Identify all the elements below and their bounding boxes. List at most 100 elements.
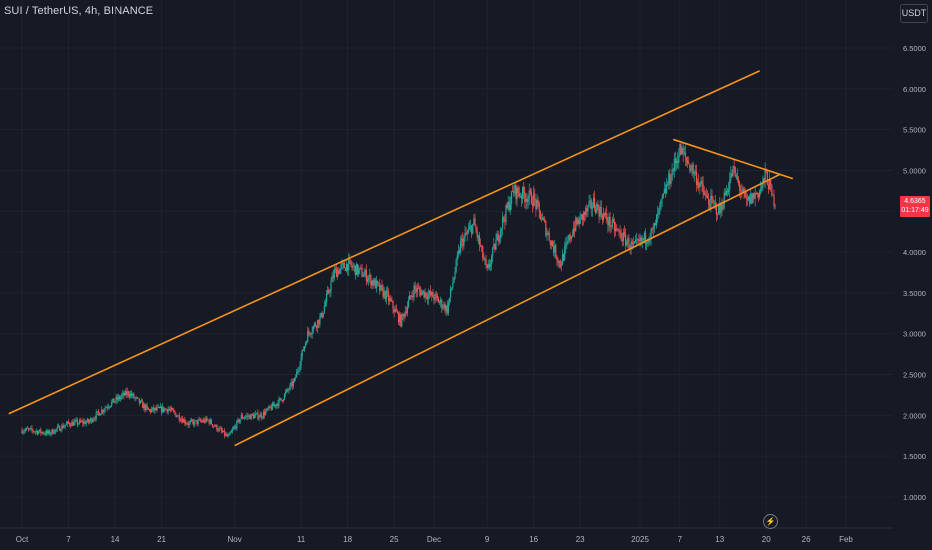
candle bbox=[687, 156, 689, 168]
candle bbox=[652, 222, 654, 238]
candle bbox=[221, 427, 224, 434]
candle bbox=[123, 391, 125, 400]
candle bbox=[103, 408, 105, 416]
candle bbox=[324, 298, 327, 307]
candle bbox=[453, 276, 455, 284]
candle bbox=[565, 237, 567, 254]
candle bbox=[275, 404, 277, 409]
candle bbox=[753, 192, 755, 200]
candle bbox=[156, 404, 158, 413]
candle bbox=[34, 430, 36, 435]
candle bbox=[190, 417, 193, 423]
candle bbox=[699, 182, 701, 195]
candle bbox=[440, 296, 442, 308]
candle bbox=[751, 192, 753, 205]
candle bbox=[209, 417, 211, 425]
candle bbox=[374, 277, 376, 289]
candle bbox=[128, 391, 131, 400]
candle bbox=[231, 426, 234, 434]
candle bbox=[416, 283, 418, 297]
candle bbox=[694, 164, 696, 176]
candle bbox=[257, 409, 259, 421]
candle bbox=[557, 257, 559, 268]
candle bbox=[772, 193, 774, 196]
candle bbox=[361, 263, 363, 278]
candle bbox=[251, 413, 253, 416]
candle bbox=[414, 281, 416, 295]
candle bbox=[197, 417, 199, 427]
candle bbox=[577, 216, 579, 226]
candle bbox=[77, 422, 80, 426]
candle bbox=[466, 229, 468, 241]
bar-countdown: 01:17:49 bbox=[901, 207, 929, 214]
candle bbox=[526, 193, 528, 210]
candle bbox=[575, 215, 577, 233]
price-axis[interactable]: 6.50006.00005.50005.00004.50004.00003.50… bbox=[903, 44, 926, 502]
candle bbox=[625, 228, 627, 251]
candle bbox=[106, 404, 108, 412]
candle bbox=[181, 415, 184, 424]
candle bbox=[122, 389, 124, 400]
candle bbox=[320, 312, 322, 319]
candle bbox=[705, 188, 708, 198]
candle bbox=[689, 163, 691, 174]
candle bbox=[194, 418, 196, 428]
candle bbox=[628, 233, 630, 249]
candle bbox=[495, 233, 497, 251]
candle bbox=[658, 207, 660, 219]
candle bbox=[81, 419, 83, 423]
trendline[interactable] bbox=[234, 173, 780, 447]
candle bbox=[463, 235, 465, 250]
candle bbox=[399, 311, 401, 326]
candle bbox=[673, 152, 675, 178]
candle bbox=[162, 403, 164, 414]
candle bbox=[654, 219, 657, 226]
candle bbox=[186, 421, 188, 425]
trendlines[interactable] bbox=[8, 70, 794, 447]
candle bbox=[289, 382, 291, 392]
candle bbox=[729, 172, 731, 198]
trendline[interactable] bbox=[8, 70, 760, 415]
candle bbox=[191, 418, 194, 425]
candle bbox=[57, 423, 60, 428]
candle bbox=[200, 418, 203, 423]
candle bbox=[401, 313, 403, 328]
candle bbox=[389, 295, 391, 305]
candle bbox=[447, 299, 449, 316]
candle bbox=[323, 300, 325, 314]
trendline[interactable] bbox=[672, 138, 794, 180]
candle bbox=[712, 195, 714, 209]
candle bbox=[550, 240, 552, 250]
candle bbox=[464, 225, 466, 242]
candle bbox=[333, 264, 335, 281]
candle bbox=[587, 205, 589, 217]
lightning-icon[interactable]: ⚡ bbox=[763, 514, 778, 529]
currency-unit-button[interactable]: USDT bbox=[900, 4, 928, 23]
candle bbox=[260, 411, 262, 421]
candle bbox=[234, 424, 236, 430]
time-axis[interactable]: Oct 7 14 21 Nov 11 18 25 Dec 9 16 23 2025 7 13 20 26 Feb bbox=[16, 535, 854, 544]
candle bbox=[610, 225, 612, 233]
candle bbox=[700, 176, 702, 187]
candle bbox=[433, 294, 435, 305]
candle bbox=[400, 312, 402, 328]
candle bbox=[551, 239, 554, 248]
price-tick-label: 2.0000 bbox=[903, 411, 926, 420]
candle bbox=[404, 305, 406, 319]
candle bbox=[430, 285, 432, 298]
candle bbox=[667, 180, 669, 187]
candle bbox=[166, 408, 168, 415]
candle bbox=[45, 428, 47, 437]
candle bbox=[29, 428, 31, 431]
candle bbox=[362, 272, 364, 278]
candle bbox=[613, 218, 616, 238]
candle bbox=[402, 312, 404, 320]
candle bbox=[454, 266, 456, 280]
candle bbox=[332, 269, 334, 283]
candle bbox=[316, 324, 318, 332]
candle bbox=[62, 422, 64, 429]
candle bbox=[82, 417, 84, 427]
candle bbox=[61, 423, 63, 433]
candle bbox=[136, 396, 138, 400]
